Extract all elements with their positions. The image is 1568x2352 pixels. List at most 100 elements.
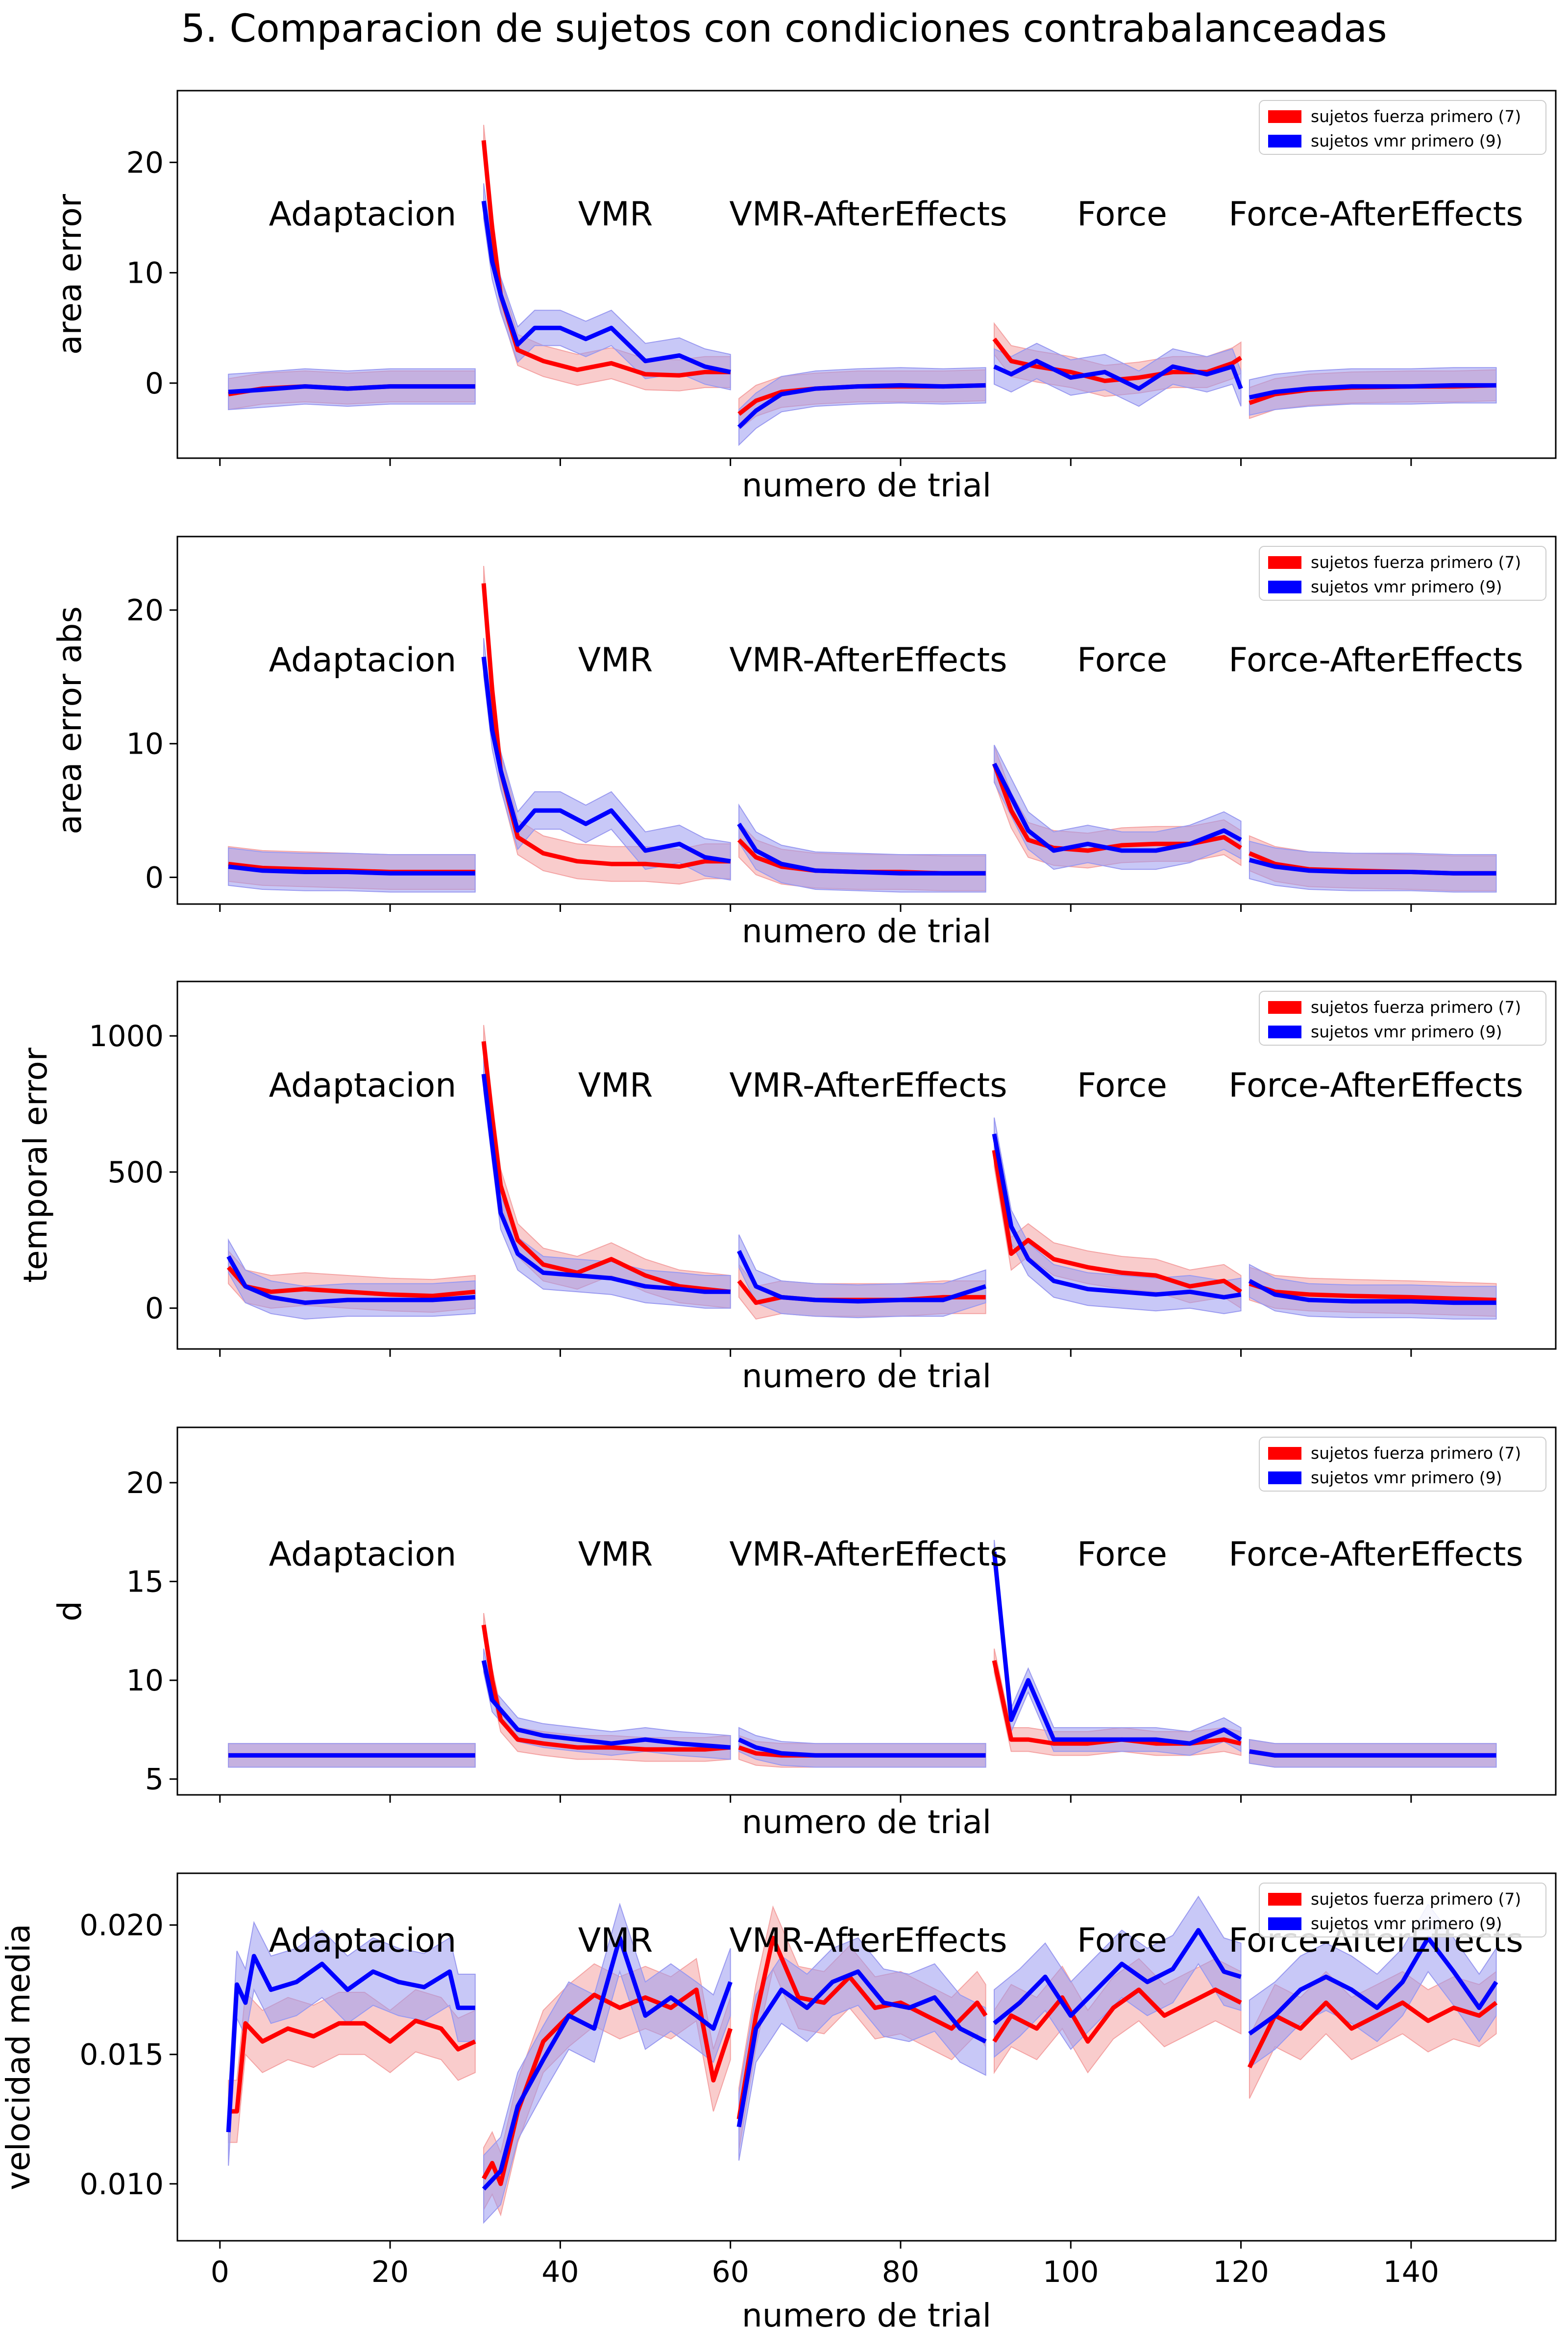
series-blue-segment-3 bbox=[736, 1250, 986, 1304]
phase-label-5: Force-AfterEffects bbox=[1228, 195, 1523, 234]
y-axis-label: d bbox=[51, 1601, 89, 1621]
band-blue-segment-4 bbox=[994, 343, 1242, 407]
panel-4: 5 10 15 20 numero de trial d Adaptacion VMR VMR-… bbox=[51, 1426, 1557, 1841]
y-axis-label: temporal error bbox=[17, 1047, 54, 1283]
panel-5: 0.010 0.015 0.020 0 20 40 60 80 100 120 140 numero … bbox=[0, 1872, 1557, 2334]
y-tick-label: 10 bbox=[126, 256, 164, 291]
legend-entry-2: sujetos vmr primero (9) bbox=[1311, 1914, 1502, 1933]
plot-area bbox=[226, 1895, 1498, 2224]
axes-frame bbox=[176, 1872, 1557, 2242]
phase-label-1: Adaptacion bbox=[269, 1066, 457, 1105]
series-red-segment-5 bbox=[1247, 2000, 1498, 2069]
legend-entry-2: sujetos vmr primero (9) bbox=[1311, 131, 1502, 150]
y-tick-label: 1000 bbox=[89, 1019, 164, 1054]
x-tick-label: 80 bbox=[882, 2255, 919, 2289]
x-tick-label: 20 bbox=[371, 2255, 409, 2289]
phase-label-2: VMR bbox=[578, 195, 653, 234]
phase-label-2: VMR bbox=[578, 1066, 653, 1105]
legend-box bbox=[1259, 1883, 1546, 1937]
phase-label-3: VMR-AfterEffects bbox=[729, 641, 1007, 680]
phase-label-1: Adaptacion bbox=[269, 641, 457, 680]
y-tick-label: 15 bbox=[126, 1565, 164, 1599]
y-axis-label: area error bbox=[51, 194, 89, 355]
legend-box bbox=[1259, 1437, 1546, 1492]
legend-swatch-2 bbox=[1268, 1471, 1301, 1484]
phase-label-2: VMR bbox=[578, 1921, 653, 1960]
y-tick-label: 20 bbox=[126, 593, 164, 628]
phase-label-1: Adaptacion bbox=[269, 1535, 457, 1574]
phase-label-3: VMR-AfterEffects bbox=[729, 1535, 1007, 1574]
series-red-segment-1 bbox=[228, 2018, 476, 2114]
phase-label-1: Adaptacion bbox=[269, 1921, 457, 1960]
x-tick-label: 40 bbox=[541, 2255, 579, 2289]
phase-label-4: Force bbox=[1077, 1535, 1167, 1574]
legend: sujetos fuerza primero (7) sujetos vmr pr… bbox=[1259, 1437, 1546, 1492]
x-tick-label: 120 bbox=[1213, 2255, 1269, 2289]
band-blue-segment-4 bbox=[994, 745, 1242, 870]
series-blue-segment-2 bbox=[481, 1074, 731, 1294]
series-blue-segment-4 bbox=[992, 1133, 1242, 1299]
legend-swatch-1 bbox=[1268, 556, 1301, 569]
y-tick-label: 20 bbox=[126, 1466, 164, 1500]
legend: sujetos fuerza primero (7) sujetos vmr pr… bbox=[1259, 1883, 1546, 1937]
series-blue-segment-5 bbox=[1249, 858, 1496, 876]
legend-swatch-1 bbox=[1268, 1893, 1301, 1906]
x-tick-label: 140 bbox=[1383, 2255, 1440, 2289]
y-tick-label: 10 bbox=[126, 727, 164, 761]
y-tick-label: 20 bbox=[126, 146, 164, 180]
series-red-segment-2 bbox=[481, 583, 731, 869]
series-blue-segment-5 bbox=[1248, 1279, 1496, 1305]
y-tick-label: 0 bbox=[145, 1292, 164, 1326]
series-blue-segment-3 bbox=[736, 1969, 987, 2128]
axes-frame bbox=[176, 536, 1557, 905]
panel-2: 0 10 20 numero de trial area error abs Adapta… bbox=[51, 536, 1557, 950]
phase-label-4: Force bbox=[1077, 195, 1167, 234]
series-blue-segment-2 bbox=[482, 1936, 733, 2191]
y-tick-label: 500 bbox=[107, 1155, 164, 1190]
x-axis-label: numero de trial bbox=[742, 2297, 991, 2334]
series-blue-segment-3 bbox=[737, 822, 986, 876]
panel-3: 0 500 1000 numero de trial temporal error Ada… bbox=[17, 980, 1557, 1395]
series-red-segment-2 bbox=[482, 1987, 733, 2186]
band-blue-segment-5 bbox=[1249, 840, 1497, 893]
legend: sujetos fuerza primero (7) sujetos vmr pr… bbox=[1259, 991, 1546, 1046]
legend-entry-1: sujetos fuerza primero (7) bbox=[1311, 1444, 1521, 1463]
series-blue-segment-4 bbox=[993, 1928, 1242, 2025]
band-blue-segment-4 bbox=[994, 1895, 1242, 2058]
series-red-segment-2 bbox=[481, 1041, 731, 1294]
legend: sujetos fuerza primero (7) sujetos vmr pr… bbox=[1259, 100, 1546, 155]
x-tick-label: 100 bbox=[1043, 2255, 1099, 2289]
phase-label-2: VMR bbox=[578, 1535, 653, 1574]
series-blue-segment-1 bbox=[228, 384, 475, 394]
series-blue-segment-3 bbox=[738, 1738, 986, 1758]
phase-label-4: Force bbox=[1077, 1066, 1167, 1105]
y-tick-label: 0 bbox=[145, 367, 164, 401]
legend-swatch-2 bbox=[1268, 581, 1301, 593]
x-axis-label: numero de trial bbox=[742, 466, 991, 504]
band-blue-segment-2 bbox=[483, 1902, 731, 2224]
legend-entry-1: sujetos fuerza primero (7) bbox=[1311, 553, 1521, 572]
legend-entry-1: sujetos fuerza primero (7) bbox=[1311, 1889, 1521, 1909]
series-blue-segment-1 bbox=[226, 1255, 475, 1305]
legend-entry-2: sujetos vmr primero (9) bbox=[1311, 1022, 1502, 1041]
legend-entry-2: sujetos vmr primero (9) bbox=[1311, 1468, 1502, 1487]
axes-frame bbox=[176, 1426, 1557, 1796]
series-blue-segment-5 bbox=[1248, 1936, 1498, 2036]
band-blue-segment-3 bbox=[738, 1937, 986, 2161]
phase-label-4: Force bbox=[1077, 641, 1167, 680]
phase-label-4: Force bbox=[1077, 1921, 1167, 1960]
phase-label-5: Force-AfterEffects bbox=[1228, 1535, 1523, 1574]
series-red-segment-2 bbox=[481, 140, 731, 378]
series-blue-segment-4 bbox=[992, 762, 1242, 853]
band-blue-segment-2 bbox=[483, 638, 731, 881]
phase-label-3: VMR-AfterEffects bbox=[729, 1066, 1007, 1105]
series-blue-segment-1 bbox=[228, 864, 475, 876]
phase-label-1: Adaptacion bbox=[269, 195, 457, 234]
series-blue-segment-4 bbox=[992, 1551, 1242, 1746]
phase-label-2: VMR bbox=[578, 641, 653, 680]
legend-swatch-2 bbox=[1268, 1026, 1301, 1038]
band-blue-segment-5 bbox=[1249, 367, 1497, 416]
phase-label-5: Force-AfterEffects bbox=[1228, 1066, 1523, 1105]
phase-label-3: VMR-AfterEffects bbox=[729, 195, 1007, 234]
